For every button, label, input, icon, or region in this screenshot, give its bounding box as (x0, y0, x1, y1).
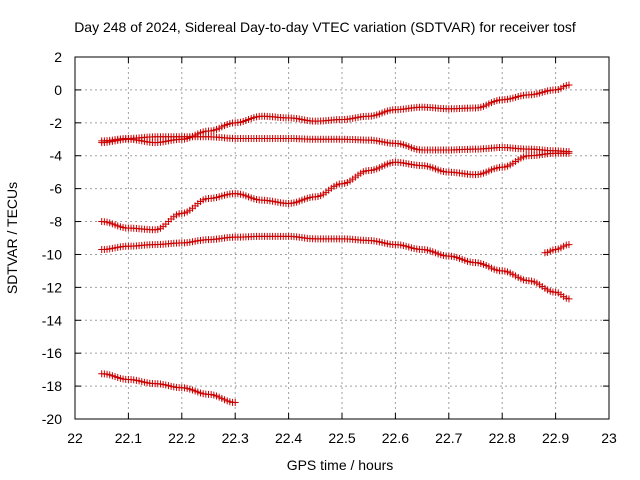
x-tick-label: 23 (601, 430, 617, 446)
x-tick-label: 22.1 (115, 430, 142, 446)
data-point (565, 295, 573, 303)
y-tick-label: 2 (54, 49, 62, 65)
series-track-6 (98, 370, 239, 407)
y-tick-label: -10 (42, 246, 62, 262)
data-point (565, 81, 573, 89)
data-point (565, 149, 573, 157)
y-axis-label: SDTVAR / TECUs (4, 182, 20, 294)
y-tick-label: -14 (42, 312, 62, 328)
x-tick-label: 22.9 (542, 430, 569, 446)
y-tick-label: -16 (42, 345, 62, 361)
x-tick-label: 22.8 (489, 430, 516, 446)
series-track-5 (541, 241, 573, 257)
data-point (565, 241, 573, 249)
y-tick-label: -18 (42, 378, 62, 394)
y-tick-label: -2 (50, 115, 63, 131)
x-tick-label: 22.6 (382, 430, 409, 446)
y-tick-label: -8 (50, 214, 63, 230)
y-tick-label: -4 (50, 148, 63, 164)
y-axis-ticks: 2 0 -2 -4 -6 -8 -10 -12 -14 -16 -18 -20 (42, 49, 609, 427)
y-tick-label: 0 (54, 82, 62, 98)
data-series (98, 81, 573, 407)
x-axis-label: GPS time / hours (287, 457, 394, 473)
y-tick-label: -20 (42, 411, 62, 427)
chart-title: Day 248 of 2024, Sidereal Day-to-day VTE… (74, 19, 576, 35)
series-track-2 (98, 133, 573, 156)
x-tick-label: 22.3 (222, 430, 249, 446)
series-track-4 (98, 232, 573, 303)
y-tick-label: -12 (42, 279, 62, 295)
x-tick-label: 22.5 (328, 430, 355, 446)
plot-frame (74, 56, 610, 420)
x-tick-label: 22 (67, 430, 83, 446)
y-tick-label: -6 (50, 181, 63, 197)
series-track-3 (98, 149, 573, 234)
data-point (231, 399, 239, 407)
x-axis-ticks: 22 22.1 22.2 22.3 22.4 22.5 22.6 22.7 22.8 22.9 23 (67, 57, 617, 446)
x-tick-label: 22.7 (435, 430, 462, 446)
x-tick-label: 22.2 (168, 430, 195, 446)
x-tick-label: 22.4 (275, 430, 302, 446)
